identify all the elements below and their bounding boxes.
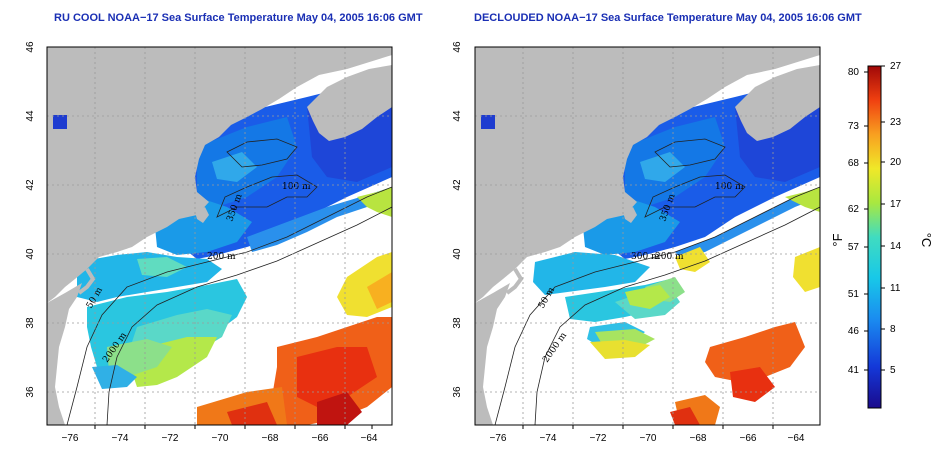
right-contour-label-200m: 200 m [655,252,684,262]
right-x-tick-64: −64 [788,433,805,444]
left-x-tick-74: −74 [112,433,129,444]
right-y-tick-44: 44 [452,110,463,122]
c-tick-14: 14 [890,241,902,252]
right-y-tick-46: 46 [452,41,463,53]
left-x-tick-66: −66 [312,433,329,444]
left-x-tick-72: −72 [162,433,179,444]
right-map-panel: 50 m 2000 m 200 m 100 m 350 m 300 m [475,47,820,425]
left-y-tick-40: 40 [25,248,36,260]
left-x-tick-68: −68 [262,433,279,444]
c-tick-20: 20 [890,157,902,168]
f-tick-73: 73 [848,121,860,132]
left-map-panel: 50 m 2000 m 200 m 100 m 350 m [47,47,392,425]
f-tick-41: 41 [848,365,860,376]
right-x-tick-72: −72 [590,433,607,444]
left-y-tick-38: 38 [25,317,36,329]
right-y-tick-42: 42 [452,179,463,191]
left-x-axis [94,425,373,429]
left-y-tick-42: 42 [25,179,36,191]
left-y-tick-labels: 46 44 42 40 38 36 [25,41,36,398]
f-tick-46: 46 [848,326,860,337]
right-x-axis [522,425,774,429]
right-y-tick-labels: 46 44 42 40 38 36 [452,41,463,398]
c-tick-8: 8 [890,324,896,335]
right-gridlines [475,47,820,425]
right-y-tick-40: 40 [452,248,463,260]
left-x-tick-70: −70 [212,433,229,444]
right-x-tick-70: −70 [640,433,657,444]
left-panel-title: RU COOL NOAA−17 Sea Surface Temperature … [54,12,423,24]
f-tick-57: 57 [848,242,860,253]
left-x-tick-64: −64 [361,433,378,444]
left-contour-label-100m: 100 m [282,182,311,192]
c-tick-17: 17 [890,199,902,210]
f-tick-80: 80 [848,67,860,78]
right-contour-label-100m: 100 m [715,182,744,192]
right-x-tick-76: −76 [490,433,507,444]
left-plot-frame [46,46,393,426]
right-y-tick-36: 36 [452,386,463,398]
colorbar: 80 73 68 62 57 51 46 41 27 23 20 17 14 1… [830,61,934,409]
c-tick-5: 5 [890,365,896,376]
c-tick-11: 11 [890,283,901,294]
left-y-tick-46: 46 [25,41,36,53]
left-y-tick-36: 36 [25,386,36,398]
left-bathymetry-contours [66,138,392,425]
right-panel-title: DECLOUDED NOAA−17 Sea Surface Temperatur… [474,12,862,24]
right-x-tick-74: −74 [540,433,557,444]
c-tick-27: 27 [890,61,902,72]
c-tick-23: 23 [890,117,902,128]
right-y-tick-38: 38 [452,317,463,329]
right-x-tick-labels: −76 −74 −72 −70 −68 −66 −64 [490,433,805,444]
right-plot-frame [474,46,821,426]
right-x-tick-66: −66 [740,433,757,444]
left-x-tick-labels: −76 −74 −72 −70 −68 −66 −64 [62,433,378,444]
fahrenheit-unit-label: °F [830,233,845,246]
f-tick-62: 62 [848,204,860,215]
celsius-tick-labels: 27 23 20 17 14 11 8 5 [890,61,902,376]
left-contour-label-200m: 200 m [207,252,236,262]
right-contour-label-300m: 300 m [631,252,660,262]
fahrenheit-tick-labels: 80 73 68 62 57 51 46 41 [848,67,860,376]
left-y-tick-44: 44 [25,110,36,122]
right-bathymetry-contours [494,138,820,425]
f-tick-68: 68 [848,158,860,169]
colorbar-gradient [867,65,882,409]
left-gridlines [47,47,392,425]
right-x-tick-68: −68 [690,433,707,444]
left-x-tick-76: −76 [62,433,79,444]
f-tick-51: 51 [848,289,860,300]
celsius-unit-label: °C [919,233,934,248]
